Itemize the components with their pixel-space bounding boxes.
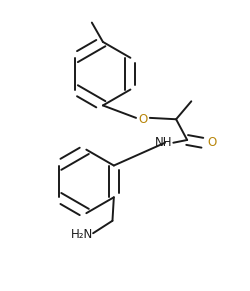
Text: O: O [208, 136, 217, 149]
Text: NH: NH [155, 136, 172, 149]
Text: O: O [138, 113, 147, 126]
Text: H₂N: H₂N [71, 228, 93, 241]
